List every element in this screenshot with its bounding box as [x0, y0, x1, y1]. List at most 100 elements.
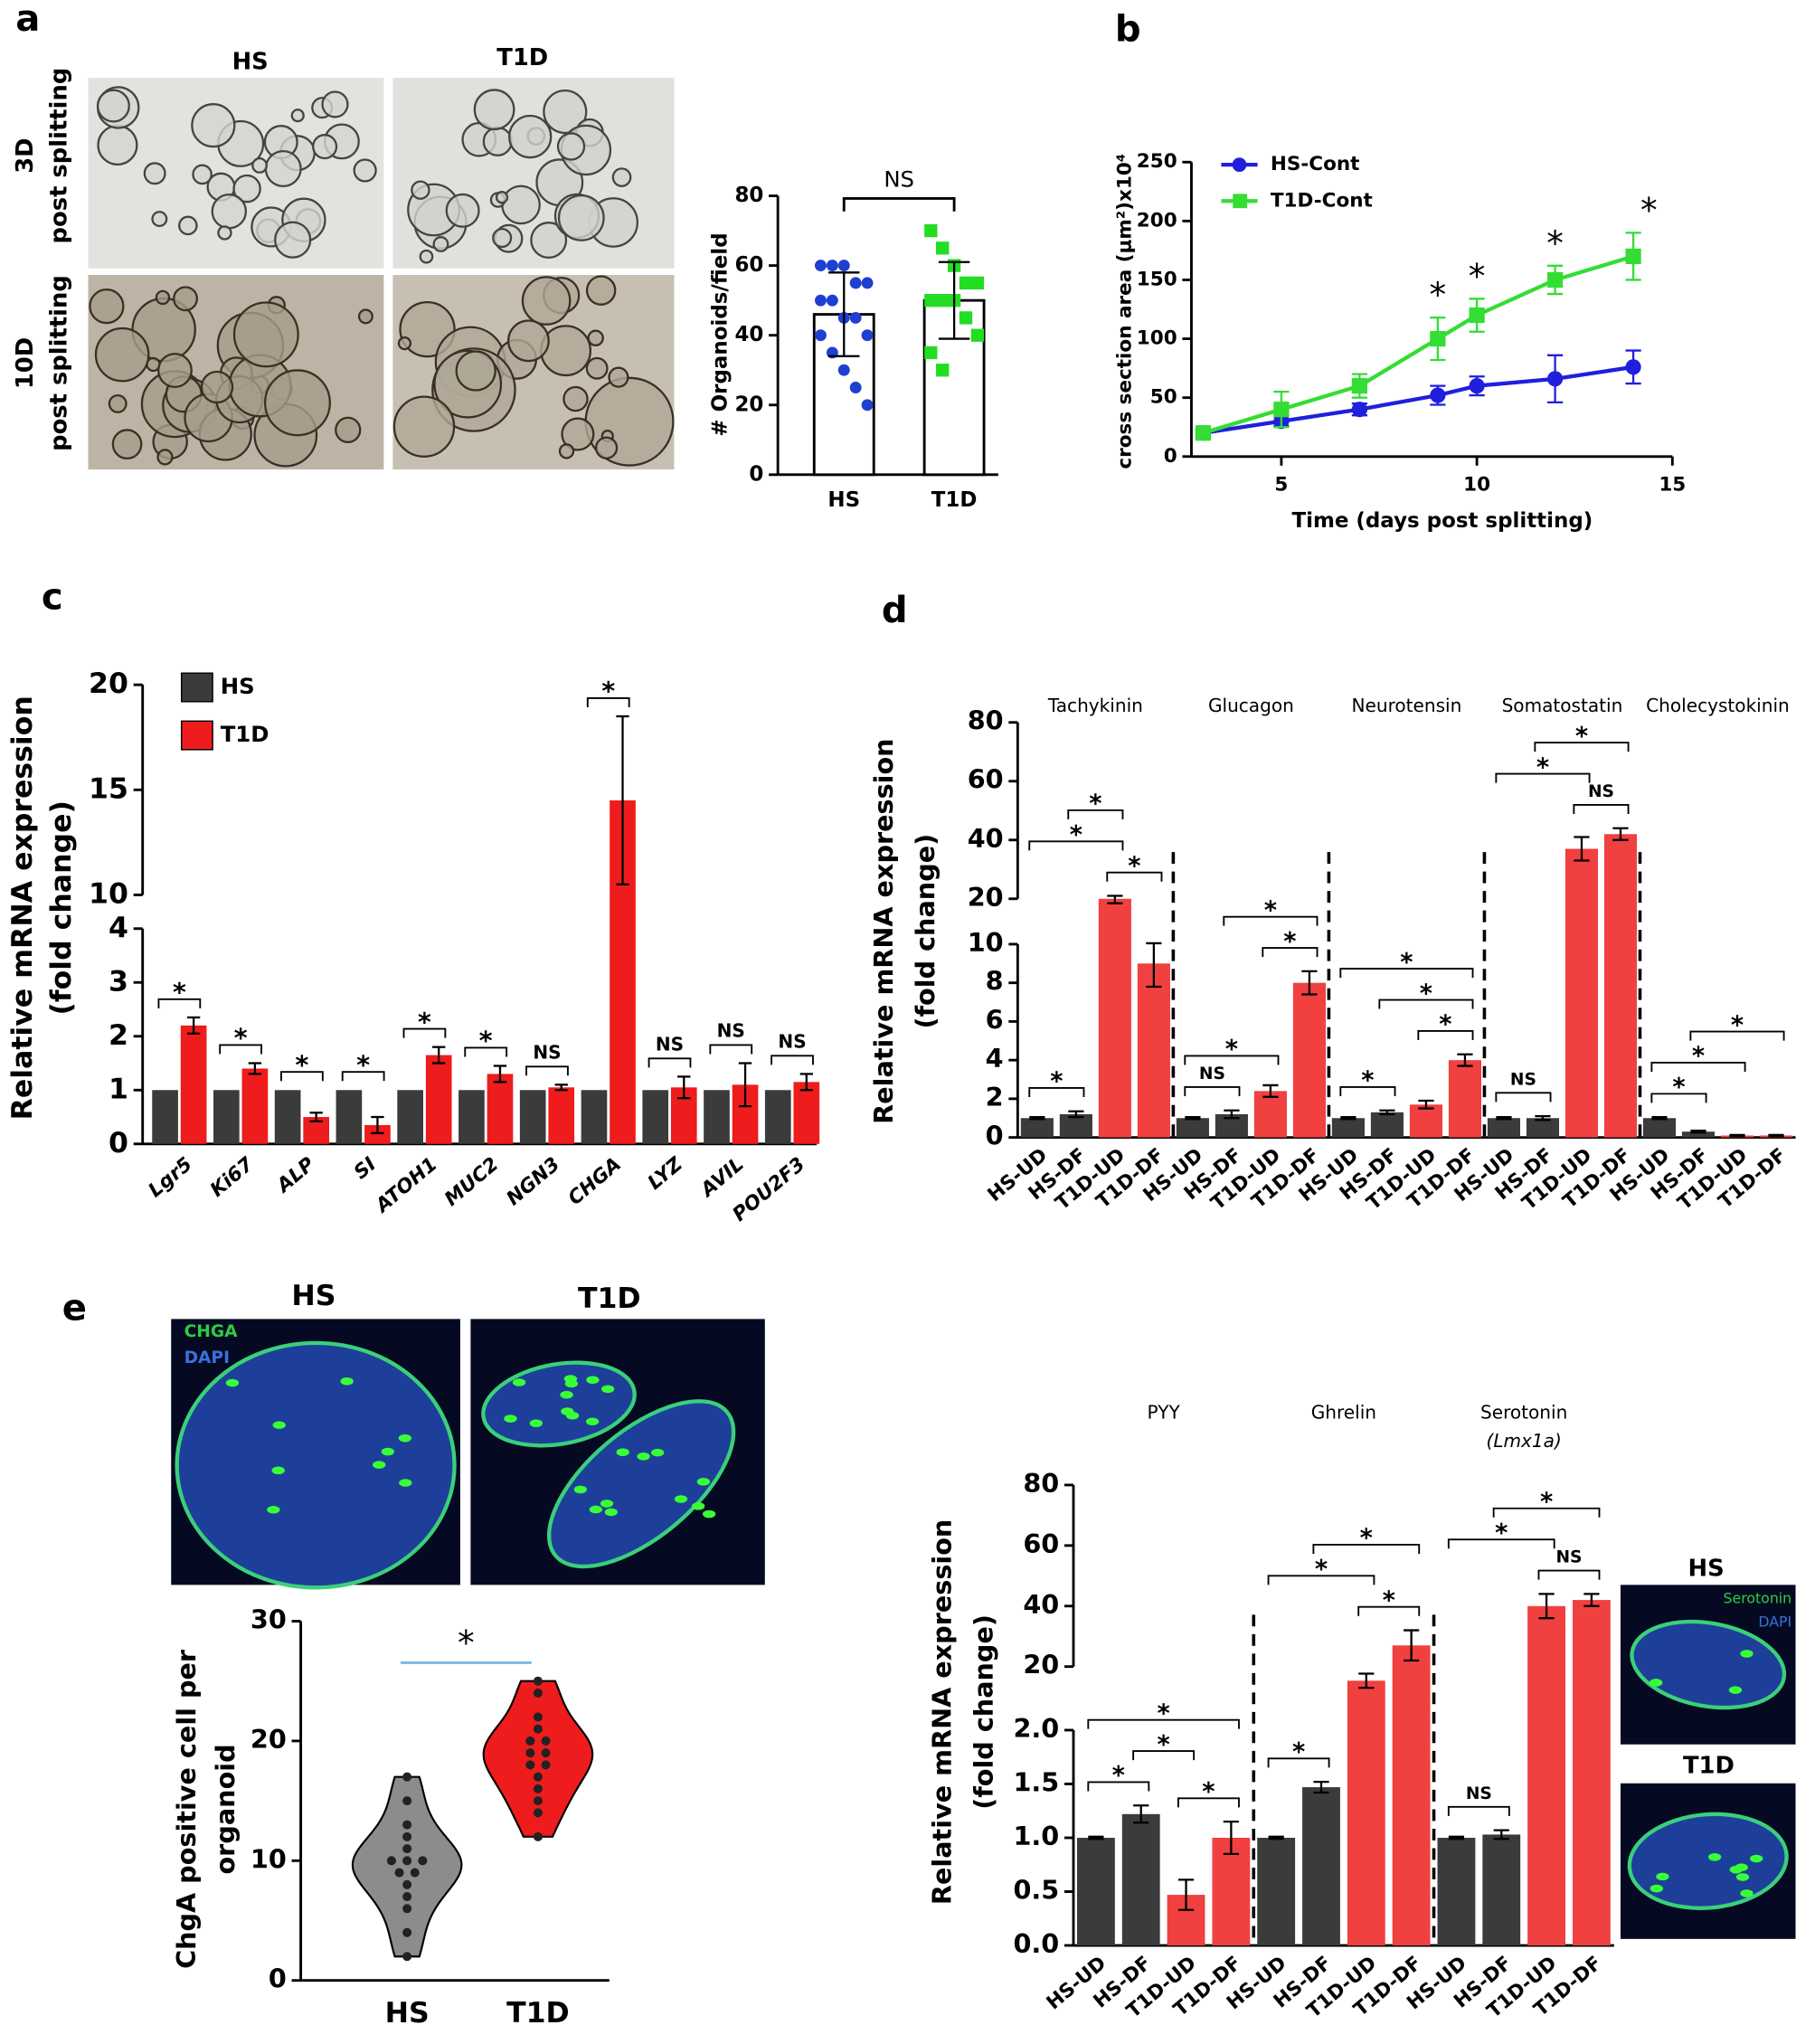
y-tick-label: 50	[1150, 386, 1177, 409]
positive-cell	[1728, 1686, 1743, 1694]
organoid	[557, 194, 605, 241]
point	[1430, 387, 1446, 403]
bar	[1121, 1813, 1160, 1946]
point	[1469, 378, 1485, 394]
organoid	[191, 103, 236, 148]
positive-cell	[271, 1466, 285, 1475]
bar	[425, 1055, 452, 1144]
point	[936, 241, 950, 255]
x-tick-label: 10	[1463, 473, 1490, 496]
panel-letter: b	[1115, 8, 1141, 50]
y-tick-label: 1	[109, 1073, 128, 1105]
organoid	[251, 157, 268, 174]
organoid	[419, 249, 434, 264]
y-tick-label: 6	[986, 1004, 1004, 1035]
positive-cell	[589, 1505, 603, 1514]
significance-bracket	[1534, 742, 1630, 752]
significance-bracket	[219, 1044, 262, 1055]
significance-label: *	[1400, 949, 1413, 977]
significance-bracket	[1650, 1062, 1746, 1073]
significance-label: *	[1050, 1068, 1063, 1096]
significance-label: *	[1361, 1067, 1374, 1095]
significance-bracket	[586, 696, 630, 707]
significance-bracket	[1184, 1055, 1280, 1065]
y-tick-label: 0	[986, 1121, 1004, 1151]
significance-bracket	[1132, 1750, 1196, 1761]
point	[849, 311, 862, 324]
positive-cell	[561, 1407, 574, 1415]
organoid	[411, 180, 430, 200]
significance-label: NS	[1588, 782, 1614, 801]
legend-label: HS	[221, 673, 255, 699]
positive-cell	[399, 1479, 412, 1487]
positive-cell	[600, 1500, 614, 1508]
significance-bracket	[1087, 1781, 1150, 1792]
bar	[548, 1087, 575, 1144]
point	[418, 1856, 428, 1866]
point	[541, 1736, 551, 1746]
point	[849, 277, 862, 289]
point	[1546, 271, 1564, 289]
y-tick-label: 80	[1023, 1468, 1059, 1499]
point	[533, 1808, 543, 1818]
organoid	[608, 366, 629, 388]
point	[525, 1748, 535, 1758]
significance-label: *	[1420, 979, 1432, 1008]
significance-bracket	[157, 998, 202, 1008]
y-tick-label: 0.5	[1013, 1875, 1059, 1906]
organoid	[594, 436, 619, 459]
x-tick-label: MUC2	[440, 1153, 503, 1211]
tissue	[1627, 1812, 1789, 1910]
point	[1546, 371, 1564, 387]
point	[533, 1724, 543, 1734]
organoid	[335, 416, 362, 444]
bar	[642, 1090, 669, 1144]
y-tick-label: 20	[251, 1724, 287, 1755]
positive-cell	[340, 1377, 354, 1386]
bar	[397, 1090, 423, 1144]
y-tick-label: 10	[89, 877, 128, 910]
y-axis-label: Relative mRNA expression	[868, 738, 899, 1123]
significance-label: NS	[778, 1031, 806, 1053]
significance-label: *	[1430, 275, 1447, 315]
positive-cell	[272, 1421, 286, 1429]
bar	[213, 1090, 240, 1144]
point	[837, 364, 850, 376]
organoid	[353, 158, 377, 183]
organoid	[357, 308, 373, 325]
positive-cell	[504, 1415, 517, 1423]
x-tick-label: CHGA	[564, 1153, 626, 1210]
image-label: DAPI	[184, 1348, 230, 1367]
significance-label: *	[1264, 896, 1277, 924]
positive-cell	[674, 1495, 688, 1503]
point	[402, 1820, 412, 1830]
image-label: DAPI	[1758, 1613, 1791, 1630]
significance-bracket	[1028, 840, 1124, 851]
significance-label: NS	[656, 1033, 684, 1055]
positive-cell	[512, 1378, 526, 1386]
positive-cell	[1729, 1865, 1743, 1874]
bar	[1020, 1118, 1054, 1138]
x-tick-label: Lgr5	[145, 1153, 197, 1202]
significance-label: NS	[884, 166, 914, 192]
point	[394, 1868, 404, 1878]
organoid	[111, 429, 143, 460]
point	[402, 1844, 412, 1854]
significance-label: *	[1640, 190, 1658, 230]
y-tick-label: 60	[968, 764, 1004, 795]
y-tick-label: 200	[1137, 209, 1177, 232]
y-tick-label: 20	[968, 882, 1004, 913]
significance-bracket	[648, 1057, 692, 1068]
significance-label: *	[1225, 1036, 1238, 1064]
bar	[1292, 982, 1326, 1138]
organoid	[556, 132, 586, 161]
organoid	[495, 191, 509, 204]
x-tick-label: T1D	[931, 488, 978, 512]
y-tick-label: 15	[89, 772, 128, 805]
bar	[458, 1090, 485, 1144]
x-tick-label: T1D	[506, 1997, 570, 2030]
point	[1469, 307, 1485, 324]
y-tick-label: 250	[1137, 150, 1177, 173]
organoid	[585, 275, 617, 306]
organoid	[508, 114, 553, 159]
